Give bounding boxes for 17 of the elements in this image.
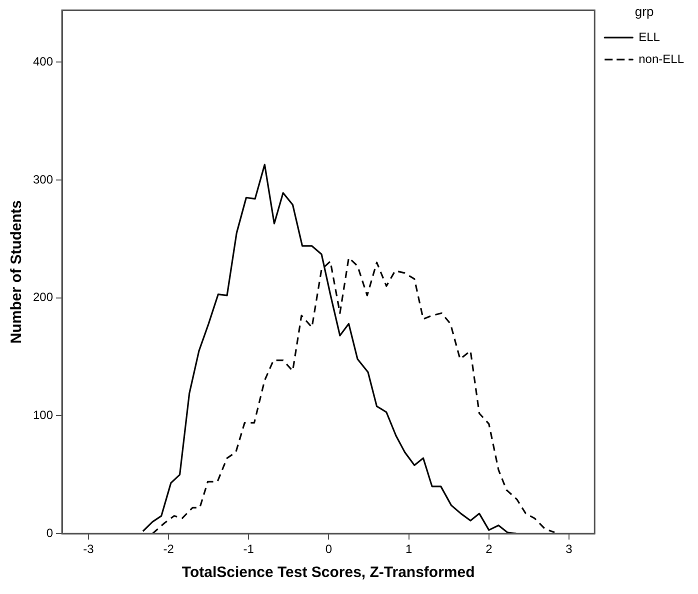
x-tick-label: -2 — [163, 542, 174, 556]
legend-label: non-ELL — [638, 52, 684, 66]
legend-title: grp — [634, 4, 654, 20]
x-tick-label: -1 — [243, 542, 254, 556]
y-tick-label: 300 — [32, 172, 54, 186]
x-axis-title: TotalScience Test Scores, Z-Transformed — [182, 564, 475, 582]
y-axis-title: Number of Students — [8, 200, 26, 344]
y-tick-label: 100 — [32, 408, 54, 422]
legend-label: ELL — [638, 30, 660, 44]
x-tick-label: 0 — [325, 542, 332, 556]
x-tick-label: 3 — [566, 542, 573, 556]
y-tick-label: 400 — [32, 54, 54, 68]
x-tick-label: 1 — [405, 542, 412, 556]
x-tick-label: 2 — [486, 542, 493, 556]
y-tick-label: 0 — [46, 526, 54, 540]
x-tick-label: -3 — [83, 542, 94, 556]
y-tick-label: 200 — [32, 290, 54, 304]
